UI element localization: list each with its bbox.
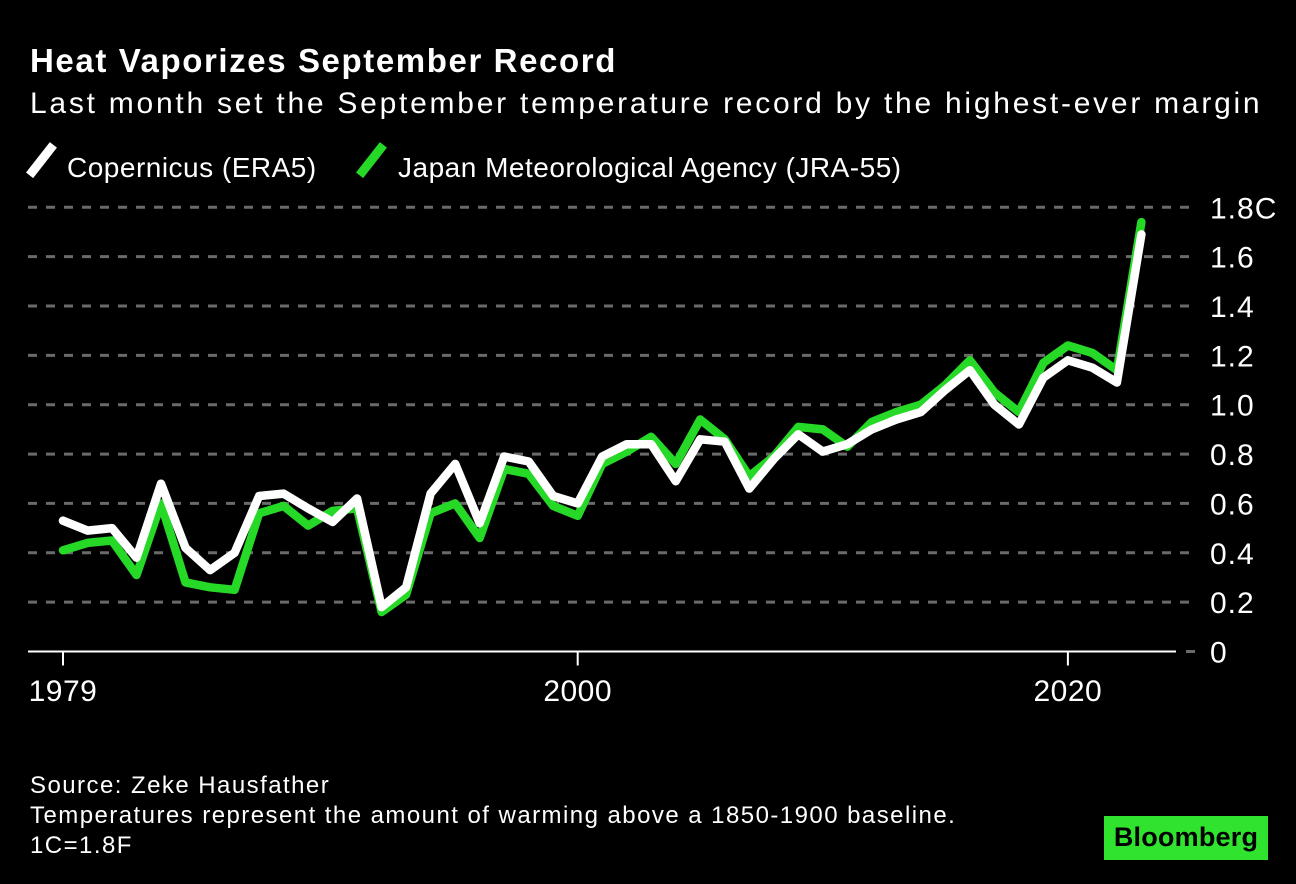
legend-marker-jra-icon bbox=[356, 142, 387, 179]
y-tick-label-1.6: 1.6 bbox=[1210, 242, 1255, 275]
bloomberg-logo: Bloomberg bbox=[1104, 816, 1268, 860]
y-tick-label-0.8: 0.8 bbox=[1210, 439, 1255, 472]
footer: Source: Zeke Hausfather Temperatures rep… bbox=[30, 771, 956, 861]
bloomberg-logo-text: Bloomberg bbox=[1113, 821, 1259, 852]
series-lines bbox=[58, 217, 1146, 617]
legend-label-era5: Copernicus (ERA5) bbox=[67, 152, 317, 183]
y-tick-label-0.2: 0.2 bbox=[1210, 587, 1255, 620]
y-tick-label-1.0: 1.0 bbox=[1210, 390, 1255, 423]
y-tick-label-0: 0 bbox=[1210, 637, 1228, 670]
series-line-era5 bbox=[58, 230, 1146, 612]
y-tick-label-1.4: 1.4 bbox=[1210, 291, 1255, 324]
series-line-jra55 bbox=[58, 217, 1146, 617]
x-tick-label-2000: 2000 bbox=[543, 675, 612, 708]
y-tick-label-0.4: 0.4 bbox=[1210, 538, 1255, 571]
y-tick-label-1.8C: 1.8C bbox=[1210, 192, 1277, 225]
axis-labels: 0 0.2 0.4 0.6 0.8 1.0 1.2 1.4 1.6 1.8C 1979 2000 202… bbox=[29, 192, 1277, 708]
legend-marker-era5-line bbox=[26, 142, 57, 179]
legend-label-jra: Japan Meteorological Agency (JRA-55) bbox=[398, 152, 902, 183]
legend-marker-jra-line bbox=[356, 142, 387, 179]
x-tick-label-1979: 1979 bbox=[29, 675, 98, 708]
x-tick-label-2020: 2020 bbox=[1034, 675, 1103, 708]
y-tick-label-0.6: 0.6 bbox=[1210, 488, 1255, 521]
y-tick-label-1.2: 1.2 bbox=[1210, 340, 1255, 373]
baseline-note: Temperatures represent the amount of war… bbox=[30, 802, 957, 829]
chart-subtitle: Last month set the September temperature… bbox=[30, 87, 1263, 120]
chart-title: Heat Vaporizes September Record bbox=[30, 42, 617, 79]
x-axis bbox=[28, 650, 1176, 666]
legend-marker-era5-icon bbox=[26, 142, 57, 179]
source-note: Source: Zeke Hausfather bbox=[30, 772, 331, 799]
conversion-note: 1C=1.8F bbox=[30, 832, 133, 859]
